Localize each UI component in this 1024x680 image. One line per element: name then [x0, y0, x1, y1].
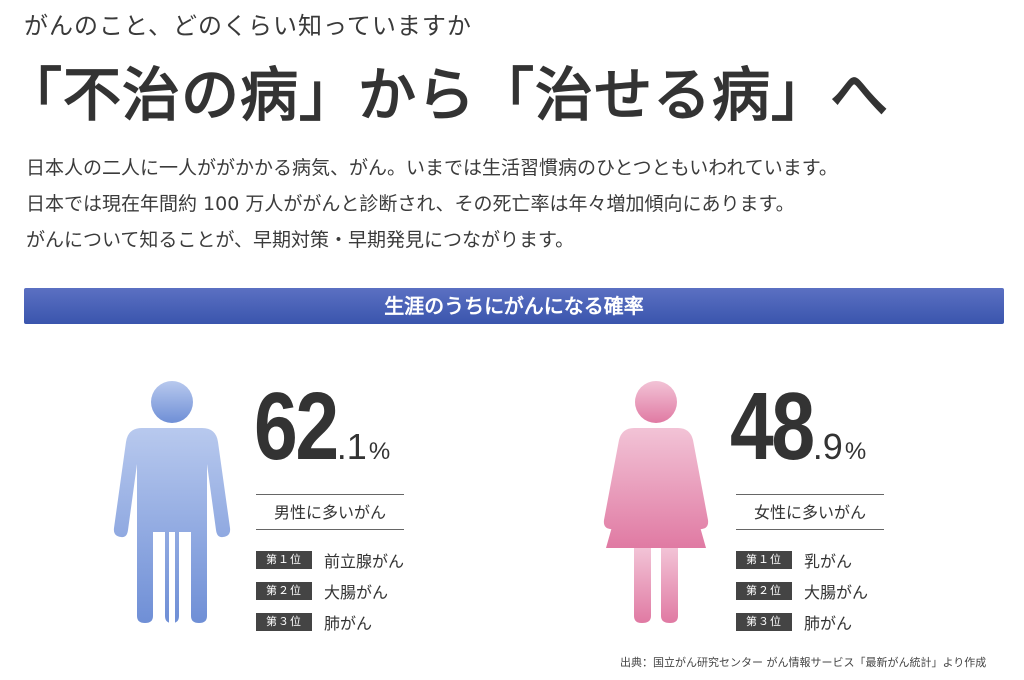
rank-row: 第１位 前立腺がん: [256, 544, 404, 575]
intro-line: がんについて知ることが、早期対策・早期発見につながります。: [26, 229, 575, 251]
female-probability-decimal: .9: [812, 426, 843, 467]
cancer-name: 大腸がん: [804, 582, 869, 602]
male-probability: 62.1%: [254, 372, 390, 482]
rank-badge: 第２位: [256, 581, 312, 600]
rank-badge: 第３位: [736, 612, 792, 631]
female-ranking-heading: 女性に多いがん: [736, 494, 884, 530]
female-figure-icon: [603, 381, 709, 623]
intro-line: 日本では現在年間約 100 万人ががんと診断され、その死亡率は年々増加傾向にあり…: [26, 193, 795, 215]
intro-text: 日本人の二人に一人ががかかる病気、がん。いまでは生活習慣病のひとつともいわれてい…: [26, 150, 986, 258]
intro-line: 日本人の二人に一人ががかかる病気、がん。いまでは生活習慣病のひとつともいわれてい…: [26, 157, 838, 179]
rank-row: 第１位 乳がん: [736, 544, 884, 575]
rank-badge: 第２位: [736, 581, 792, 600]
male-probability-decimal: .1: [336, 426, 367, 467]
male-cancer-ranking: 男性に多いがん 第１位 前立腺がん 第２位 大腸がん 第３位 肺がん: [256, 494, 404, 637]
rank-row: 第２位 大腸がん: [736, 575, 884, 606]
male-probability-unit: %: [368, 438, 391, 465]
female-probability: 48.9%: [730, 372, 866, 482]
rank-row: 第３位 肺がん: [256, 606, 404, 637]
female-probability-integer: 48: [730, 373, 815, 480]
rank-row: 第３位 肺がん: [736, 606, 884, 637]
page-title: 「不治の病」から「治せる病」へ: [4, 61, 890, 129]
male-probability-integer: 62: [254, 373, 339, 480]
cancer-name: 前立腺がん: [324, 551, 405, 571]
section-banner: 生涯のうちにがんになる確率: [24, 288, 1004, 324]
page-kicker: がんのこと、どのくらい知っていますか: [24, 12, 472, 40]
cancer-name: 肺がん: [324, 613, 373, 633]
rank-badge: 第３位: [256, 612, 312, 631]
female-cancer-ranking: 女性に多いがん 第１位 乳がん 第２位 大腸がん 第３位 肺がん: [736, 494, 884, 637]
male-figure-icon: [113, 381, 231, 624]
male-ranking-heading: 男性に多いがん: [256, 494, 404, 530]
cancer-name: 乳がん: [804, 551, 853, 571]
source-citation: 出典：国立がん研究センター がん情報サービス「最新がん統計」より作成: [620, 656, 987, 669]
rank-badge: 第１位: [736, 550, 792, 569]
rank-badge: 第１位: [256, 550, 312, 569]
rank-row: 第２位 大腸がん: [256, 575, 404, 606]
female-probability-unit: %: [844, 438, 867, 465]
cancer-name: 肺がん: [804, 613, 853, 633]
cancer-name: 大腸がん: [324, 582, 389, 602]
